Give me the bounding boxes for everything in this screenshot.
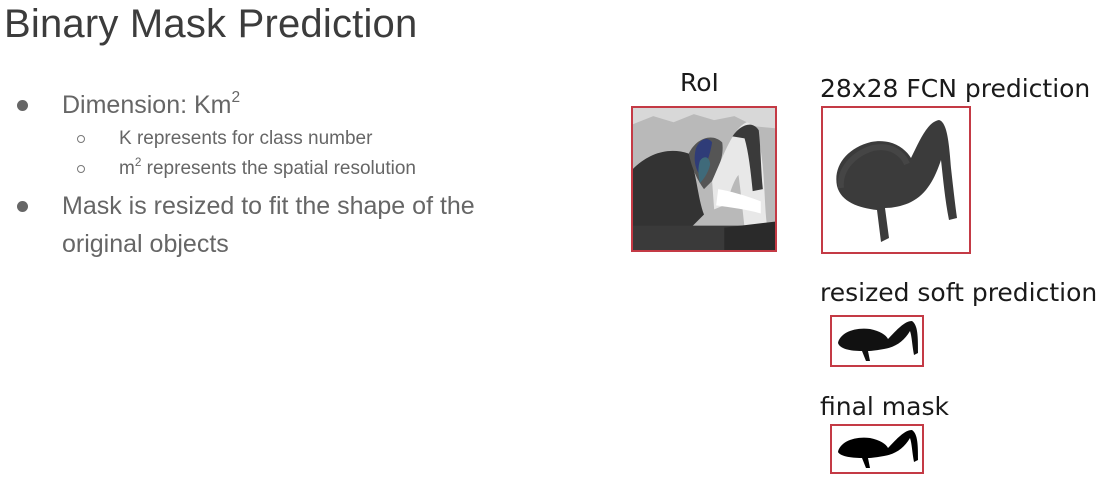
bullet-mask-line2: original objects (62, 225, 229, 263)
roi-image (631, 106, 777, 252)
soft-prediction-image (830, 315, 924, 367)
bullet-mask-line1: Mask is resized to fit the shape of the (17, 187, 475, 225)
fcn-picture (836, 120, 957, 242)
fcn-prediction-image (821, 106, 971, 254)
m-sup: 2 (134, 155, 142, 169)
final-mask-image (830, 424, 924, 474)
slide-title: Binary Mask Prediction (4, 2, 418, 46)
bullet-dimension: Dimension: Km2 (17, 86, 241, 124)
dimension-base: Km (194, 91, 232, 119)
final-label: final mask (820, 392, 949, 421)
bullet-dot-icon (17, 201, 28, 212)
fcn-label: 28x28 FCN prediction (820, 74, 1091, 103)
final-mask-picture (838, 430, 918, 468)
bullet-list: Dimension: Km2 K represents for class nu… (17, 86, 475, 263)
soft-label: resized soft prediction (820, 278, 1098, 307)
bullet-ring-icon (77, 165, 85, 173)
mask-text-1: Mask is resized to fit the shape of the (62, 192, 475, 220)
k-note: K represents for class number (119, 128, 373, 149)
subbullet-m: m2 represents the spatial resolution (77, 155, 416, 182)
m-rest: represents the spatial resolution (141, 158, 416, 179)
bullet-dot-icon (17, 100, 28, 111)
mask-text-2: original objects (62, 230, 229, 258)
roi-picture (633, 108, 775, 250)
dimension-prefix: Dimension: (62, 91, 194, 119)
bullet-ring-icon (77, 135, 85, 143)
roi-label: RoI (680, 68, 719, 97)
m-base: m (119, 158, 135, 179)
dimension-sup: 2 (231, 89, 241, 107)
subbullet-k: K represents for class number (77, 126, 373, 152)
soft-picture (838, 321, 918, 361)
